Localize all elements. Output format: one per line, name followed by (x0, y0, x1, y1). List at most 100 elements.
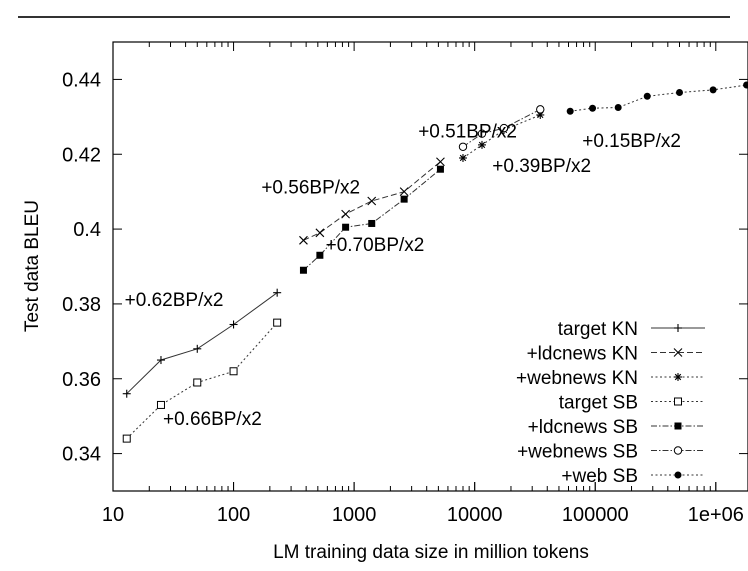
legend-label: +ldcnews KN (527, 344, 638, 365)
marker-shape (299, 266, 307, 274)
data-point (675, 89, 683, 97)
marker-shape (122, 434, 131, 443)
plot-frame (112, 41, 748, 492)
marker-shape (673, 446, 683, 455)
data-point (122, 434, 131, 443)
x-tick-label: 1e+06 (688, 504, 744, 526)
series-line (570, 84, 747, 112)
data-point (458, 153, 467, 162)
data-point (673, 446, 683, 455)
series-1 (299, 157, 445, 245)
x-tick-label: 10 (102, 504, 124, 526)
marker-stroke (673, 348, 683, 357)
marker-shape (589, 104, 597, 112)
marker-shape (643, 92, 651, 100)
marker-shape (458, 142, 468, 151)
data-point (156, 356, 165, 365)
annotation-label: +0.56BP/x2 (261, 178, 360, 199)
data-point (643, 92, 651, 100)
data-point (674, 397, 682, 406)
annotation-label: +0.62BP/x2 (125, 290, 224, 311)
data-point (299, 266, 307, 274)
legend-label: +webnews SB (517, 442, 638, 463)
series-line (303, 168, 441, 271)
marker-shape (273, 318, 282, 327)
y-tick-label: 0.38 (62, 294, 101, 316)
data-point (316, 251, 324, 259)
data-point (477, 129, 487, 138)
marker-stroke (299, 235, 308, 245)
data-point (743, 81, 748, 89)
annotation-label: +0.66BP/x2 (163, 409, 262, 430)
data-point (400, 195, 408, 203)
data-point (674, 471, 682, 479)
legend-entry: +ldcnews SB (528, 417, 705, 438)
data-point (122, 389, 131, 398)
legend-entry: +webnews SB (517, 442, 705, 463)
data-point (536, 105, 545, 114)
marker-shape (477, 129, 487, 138)
marker-shape (614, 103, 622, 111)
marker-shape (675, 89, 683, 97)
y-tick-label: 0.4 (73, 219, 101, 241)
data-point (299, 235, 308, 245)
marker-shape (229, 367, 238, 376)
annotation-label: +0.51BP/x2 (418, 121, 517, 142)
marker-stroke (674, 373, 682, 381)
data-point (341, 209, 350, 219)
annotation-label: +0.70BP/x2 (326, 235, 425, 256)
marker-shape (536, 105, 545, 114)
data-point (315, 228, 325, 238)
legend-entry: +webnews KN (516, 368, 705, 389)
marker-shape (674, 471, 682, 479)
marker-shape (368, 219, 376, 227)
series-5 (458, 105, 545, 151)
legend-entry: +ldcnews KN (527, 344, 705, 365)
marker-stroke (459, 154, 467, 162)
marker-stroke (341, 209, 350, 219)
data-point (342, 223, 350, 231)
legend-label: +web SB (561, 466, 638, 487)
legend-label: target SB (559, 393, 638, 414)
data-point (709, 86, 717, 94)
x-tick-label: 1000 (332, 504, 377, 526)
data-point (367, 196, 377, 206)
y-tick-labels: 0.34 0.36 0.38 0.4 0.42 0.44 (62, 69, 101, 465)
data-point (589, 104, 597, 112)
legend-label: +ldcnews SB (528, 417, 638, 438)
data-point (193, 344, 202, 353)
data-point (674, 373, 682, 381)
data-point (436, 157, 445, 167)
data-point (229, 320, 238, 329)
data-point (193, 378, 202, 387)
data-point (399, 187, 409, 197)
legend-label: +webnews KN (516, 368, 638, 389)
y-tick-label: 0.34 (62, 444, 101, 466)
marker-shape (400, 195, 408, 203)
axis-ticks (112, 42, 748, 491)
series-6 (566, 81, 748, 115)
series-line (303, 161, 441, 241)
legend: target KN +ldcnews KN +webnews KN target SB… (516, 319, 705, 487)
marker-shape (342, 223, 350, 231)
data-point (436, 165, 444, 173)
marker-shape (436, 165, 444, 173)
marker-shape (566, 107, 574, 115)
marker-stroke (315, 228, 325, 238)
series-0 (122, 288, 282, 398)
data-point (499, 123, 509, 133)
marker-shape (499, 123, 509, 133)
legend-entry: target KN (558, 319, 705, 340)
data-point (273, 318, 282, 327)
marker-shape (316, 251, 324, 259)
series-3 (122, 318, 282, 443)
marker-shape (193, 378, 202, 387)
y-tick-label: 0.36 (62, 369, 101, 391)
data-point (566, 107, 574, 115)
legend-label: target KN (558, 319, 638, 340)
x-tick-label: 100 (217, 504, 250, 526)
marker-shape (709, 86, 717, 94)
marker-stroke (367, 196, 377, 206)
annotation-label: +0.39BP/x2 (492, 156, 591, 177)
